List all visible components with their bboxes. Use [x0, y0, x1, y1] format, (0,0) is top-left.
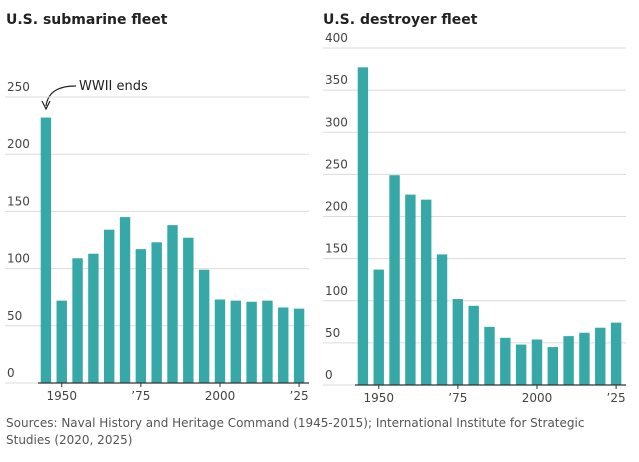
- bar: [40, 117, 52, 383]
- y-tick-label: 200: [7, 137, 30, 151]
- bar: [183, 237, 194, 383]
- bar: [547, 347, 558, 385]
- bar: [595, 327, 606, 385]
- y-tick-label: 50: [7, 309, 22, 323]
- bar: [135, 249, 147, 383]
- bar: [452, 299, 464, 385]
- x-tick-label: ’25: [290, 389, 309, 403]
- bar: [151, 242, 162, 383]
- y-tick-label: 250: [325, 157, 348, 171]
- bar: [421, 199, 432, 385]
- bar: [500, 337, 511, 385]
- bar: [563, 336, 574, 385]
- bar: [214, 299, 226, 383]
- bar: [56, 300, 67, 383]
- bar: [72, 258, 83, 383]
- annotation: WWII ends: [79, 79, 148, 94]
- bar: [246, 301, 257, 383]
- x-tick-label: ’75: [131, 389, 150, 403]
- bar: [531, 339, 543, 385]
- annotation-arrow: [45, 85, 77, 107]
- y-tick-label: 150: [325, 242, 348, 256]
- bar: [88, 253, 99, 383]
- bar: [198, 269, 210, 383]
- bar: [484, 326, 495, 385]
- bar: [104, 229, 115, 383]
- chart-title: U.S. destroyer fleet: [323, 12, 478, 28]
- bar: [468, 305, 479, 385]
- bar: [515, 344, 527, 385]
- chart-title: U.S. submarine fleet: [6, 12, 168, 28]
- bar: [405, 194, 416, 385]
- chart: U.S. submarine fleet U.S. destroyer flee…: [5, 12, 626, 405]
- arrow-head: [41, 100, 51, 111]
- y-tick-label: 0: [7, 366, 15, 380]
- y-tick-label: 0: [325, 368, 333, 382]
- bar: [436, 254, 448, 385]
- y-tick-label: 350: [325, 73, 348, 87]
- y-tick-label: 100: [325, 284, 348, 298]
- bar: [262, 300, 273, 383]
- bar: [167, 225, 178, 383]
- x-tick-label: ’25: [607, 391, 626, 405]
- y-tick-label: 50: [325, 326, 340, 340]
- y-tick-label: 150: [7, 194, 30, 208]
- bar: [389, 175, 400, 385]
- bar: [357, 67, 369, 385]
- source-note: Sources: Naval History and Heritage Comm…: [6, 416, 585, 447]
- y-tick-label: 250: [7, 80, 30, 94]
- y-tick-label: 300: [325, 115, 348, 129]
- bar: [230, 300, 241, 383]
- x-tick-label: 1950: [46, 389, 77, 403]
- y-tick-label: 100: [7, 252, 30, 266]
- y-tick-label: 200: [325, 200, 348, 214]
- bar: [579, 332, 590, 385]
- bar: [373, 269, 384, 385]
- bar: [610, 322, 622, 385]
- bar: [278, 307, 289, 383]
- bar: [293, 308, 305, 383]
- x-tick-label: 1950: [363, 391, 394, 405]
- x-tick-label: 2000: [205, 389, 236, 403]
- x-tick-label: 2000: [522, 391, 553, 405]
- x-tick-label: ’75: [448, 391, 467, 405]
- y-tick-label: 400: [325, 31, 348, 45]
- bar: [119, 217, 131, 383]
